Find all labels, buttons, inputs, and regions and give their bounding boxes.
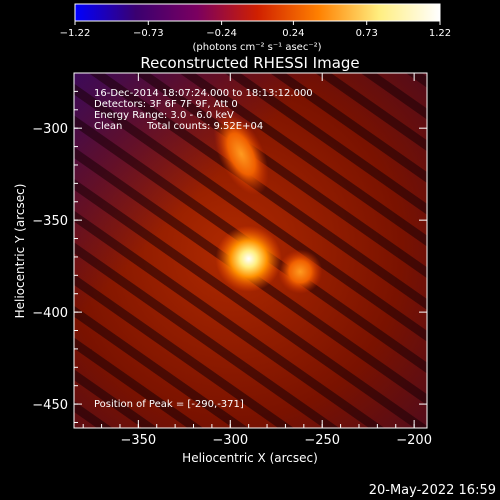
y-axis: −450 −400 −350 −300	[32, 72, 427, 423]
plot-area	[74, 73, 427, 428]
colorbar-gradient	[75, 4, 440, 21]
plot-frame	[73, 72, 428, 429]
peak-source	[215, 225, 282, 292]
colorbar-tick-label: −0.24	[206, 28, 237, 39]
x-tick-label: −350	[120, 433, 156, 448]
x-axis: −350 −300 −250 −200	[82, 73, 432, 448]
colorbar-tick-label: −0.73	[133, 28, 164, 39]
secondary-source	[213, 112, 269, 196]
x-tick-label: −250	[304, 433, 340, 448]
info-counts: Total counts: 9.52E+04	[146, 121, 263, 132]
y-tick-label: −350	[32, 214, 68, 229]
info-clean: Clean	[94, 121, 122, 132]
secondary-source	[278, 249, 323, 294]
x-tick-label: −300	[212, 433, 248, 448]
colorbar-frame	[74, 3, 441, 22]
chart-title: Reconstructed RHESSI Image	[140, 54, 359, 72]
info-line-3: Energy Range: 3.0 - 6.0 keV	[94, 110, 234, 121]
info-line-1: 16-Dec-2014 18:07:24.000 to 18:13:12.000	[94, 88, 313, 99]
timestamp: 20-May-2022 16:59	[369, 483, 496, 498]
colorbar-unit-label: (photons cm⁻² s⁻¹ asec⁻²)	[192, 42, 321, 53]
colorbar-tick-label: 1.22	[429, 28, 451, 39]
peak-position-label: Position of Peak = [-290,-371]	[94, 399, 244, 410]
y-axis-label: Heliocentric Y (arcsec)	[13, 184, 27, 319]
colorbar-tick-label: 0.73	[356, 28, 378, 39]
info-block: 16-Dec-2014 18:07:24.000 to 18:13:12.000…	[94, 88, 313, 132]
y-tick-label: −450	[32, 398, 68, 413]
colorbar-tick-label: −1.22	[60, 28, 91, 39]
x-axis-label: Heliocentric X (arcsec)	[182, 451, 318, 465]
info-line-2: Detectors: 3F 6F 7F 9F, Att 0	[94, 99, 238, 110]
colorbar: −1.22 −0.73 −0.24 0.24 0.73 1.22 (photons cm⁻…	[60, 3, 451, 53]
x-tick-label: −200	[396, 433, 432, 448]
colorbar-tick-label: 0.24	[282, 28, 304, 39]
y-tick-label: −300	[32, 122, 68, 137]
y-tick-label: −400	[32, 306, 68, 321]
